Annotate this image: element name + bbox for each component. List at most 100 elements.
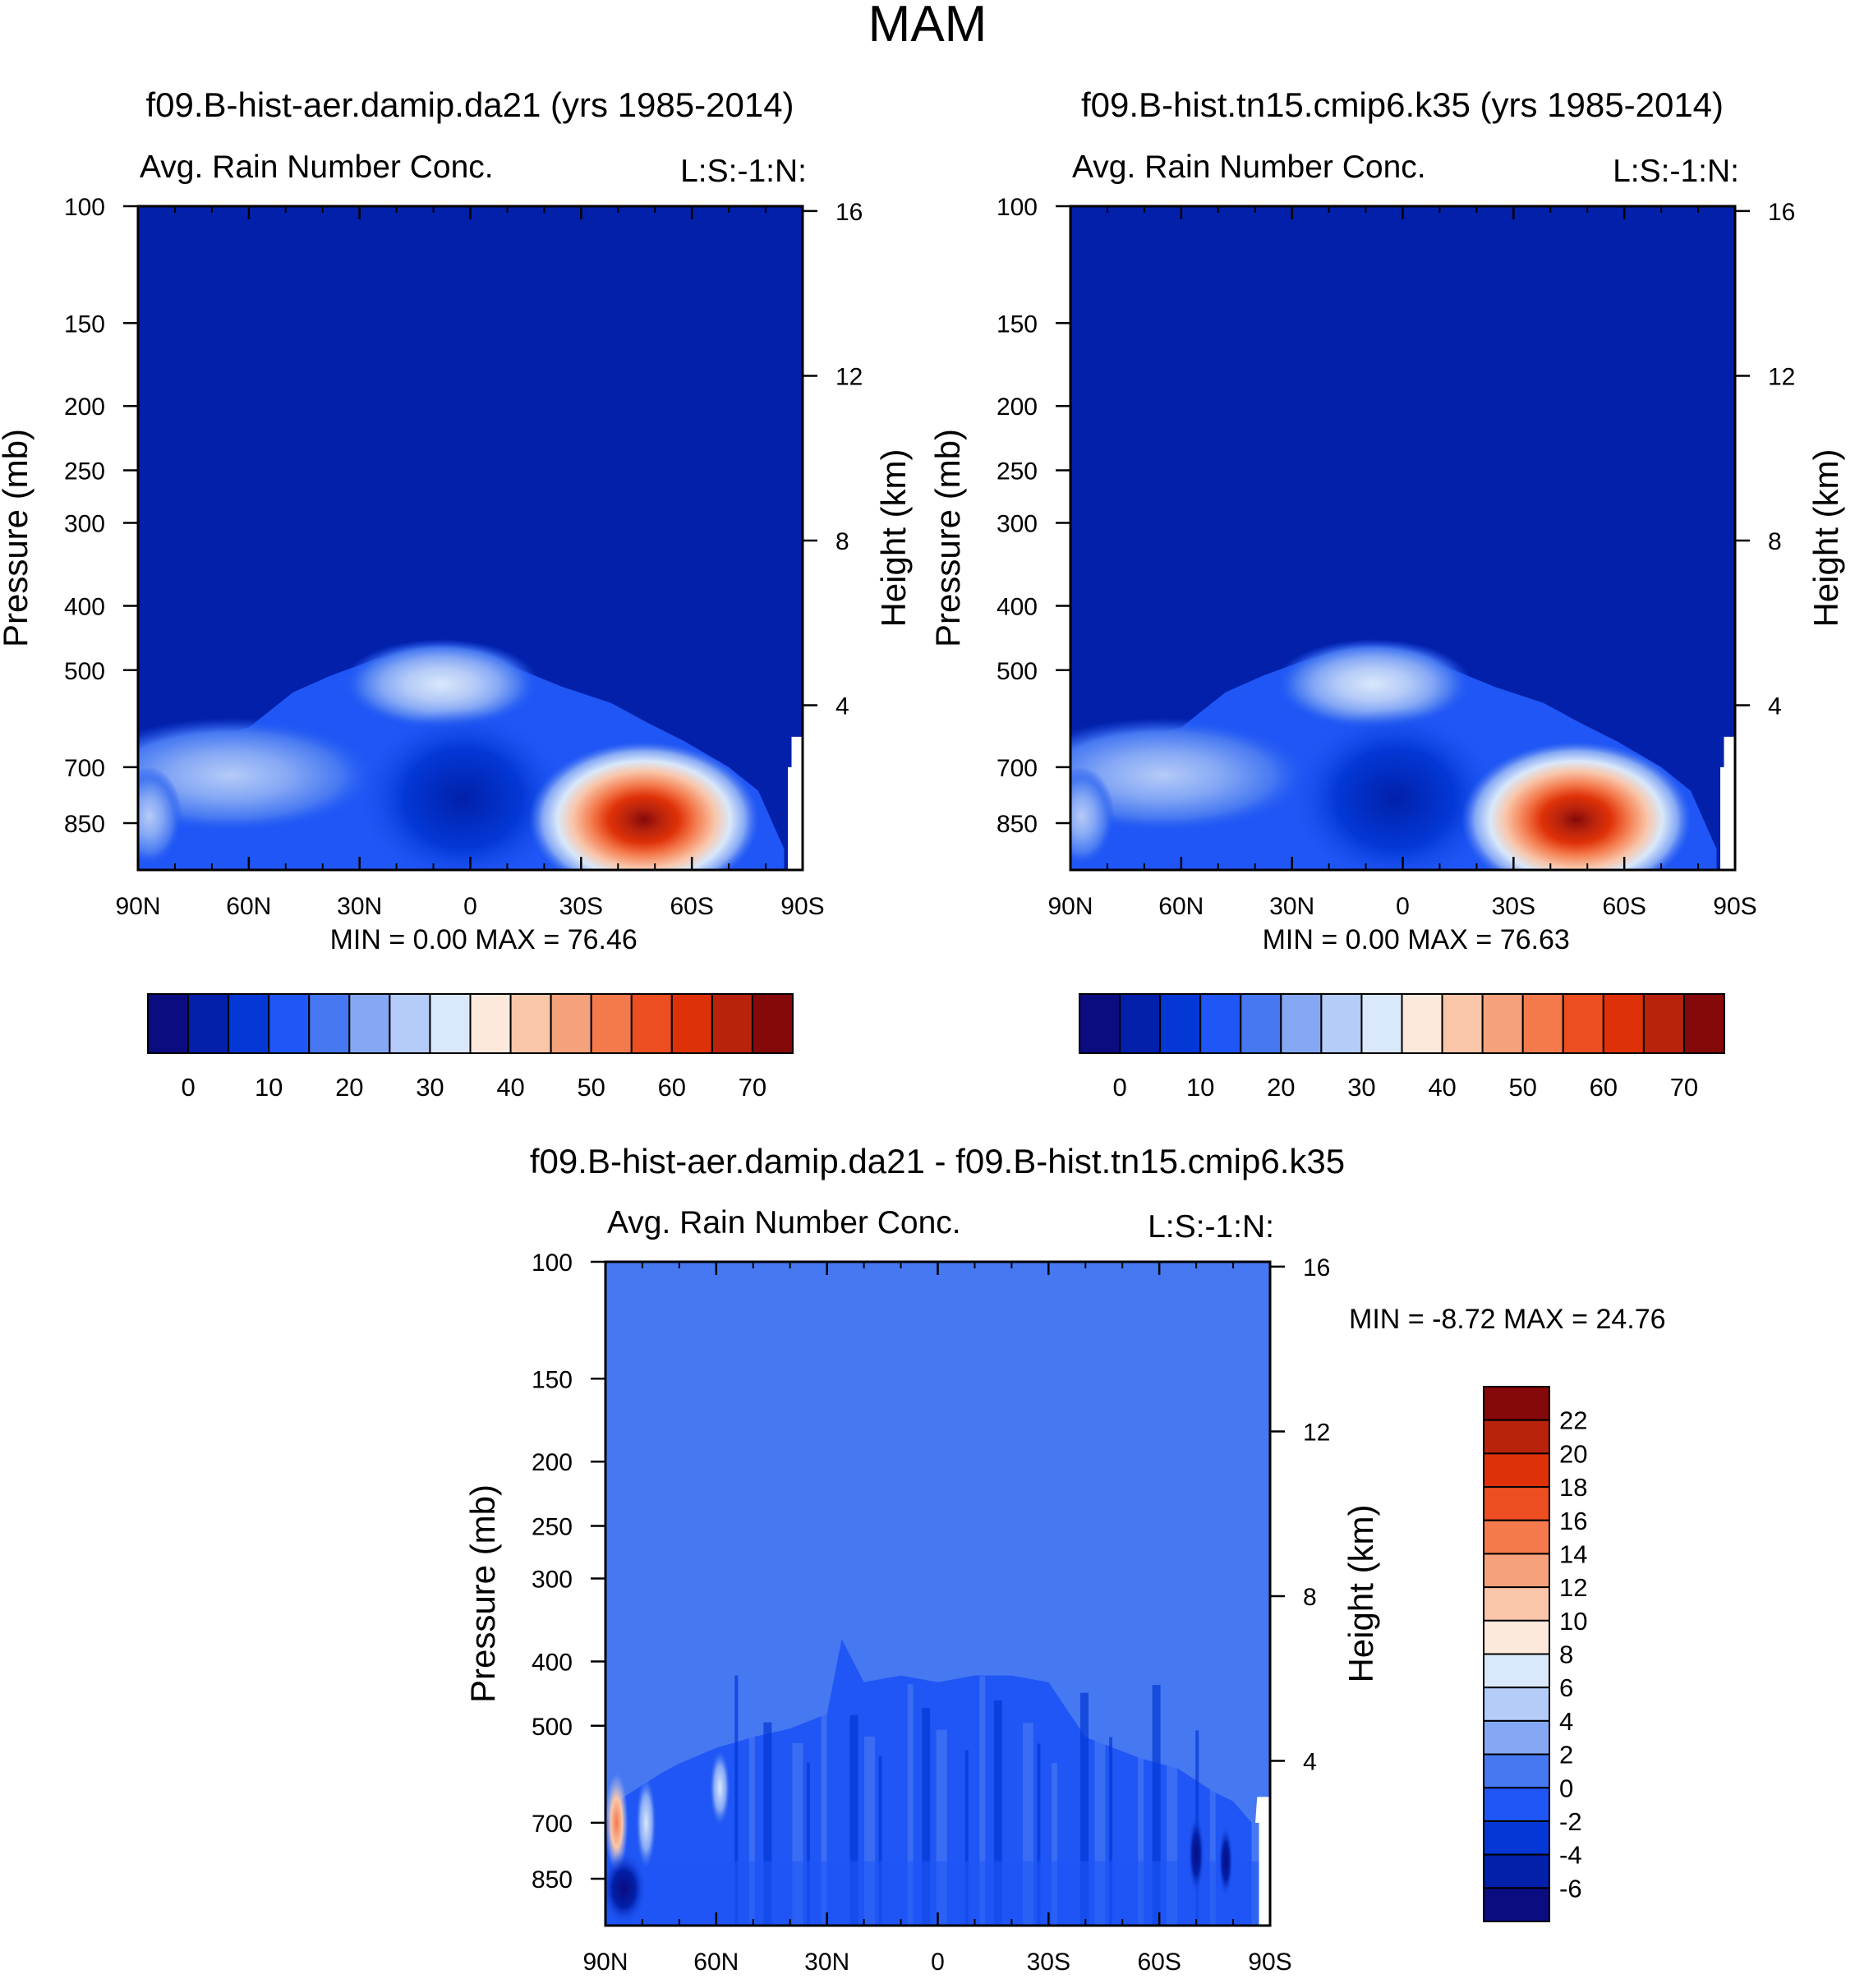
y2-tick-label: 12: [835, 363, 863, 390]
y-tick-label: 200: [997, 393, 1038, 421]
x-tick-label: 90S: [1713, 893, 1756, 920]
colorbar-label: 60: [1590, 1073, 1618, 1102]
colorbar-label: 10: [1559, 1607, 1587, 1636]
y-tick-label: 250: [532, 1514, 573, 1541]
x-tick-label: 30N: [337, 893, 382, 920]
contour-field: [138, 206, 803, 870]
colorbar-label: 30: [416, 1073, 444, 1102]
difference-streak: [993, 1700, 1002, 1926]
colorbar-box: [1483, 1386, 1550, 1421]
colorbar-box: [630, 993, 673, 1054]
colorbar-label: 2: [1559, 1741, 1573, 1769]
colorbar-box: [670, 993, 713, 1054]
difference-streak: [907, 1684, 914, 1926]
colorbar-label: 4: [1559, 1707, 1573, 1736]
colorbar-box: [1483, 1853, 1550, 1889]
colorbar-box: [751, 993, 794, 1054]
colorbar-label: -2: [1559, 1807, 1582, 1836]
y2-tick-label: 8: [1768, 528, 1782, 555]
min-max-stats: MIN = 0.00 MAX = 76.46: [330, 924, 638, 955]
difference-streak: [806, 1762, 810, 1926]
x-tick-label: 90N: [115, 893, 160, 920]
colorbar-box: [1483, 1653, 1550, 1689]
colorbar-label: 6: [1559, 1673, 1573, 1702]
colorbar-label: 50: [1508, 1073, 1536, 1102]
colorbar-label: 20: [335, 1073, 363, 1102]
difference-streak: [849, 1714, 858, 1926]
colorbar-box: [1483, 1519, 1550, 1555]
colorbar-label: 70: [1670, 1073, 1698, 1102]
colorbar-box: [1483, 1619, 1550, 1655]
y-tick-label: 400: [532, 1649, 573, 1676]
contour-field: [1070, 206, 1735, 870]
colorbar-box: [429, 993, 472, 1054]
y-tick-label: 200: [532, 1449, 573, 1476]
difference-streak: [922, 1708, 931, 1926]
colorbar-box: [1483, 1419, 1550, 1455]
colorbar-box: [1483, 1553, 1550, 1589]
colorbar-label: 16: [1559, 1507, 1587, 1535]
difference-streak: [748, 1700, 755, 1926]
negative-spot: [1188, 1812, 1205, 1895]
y-tick-label: 300: [64, 511, 105, 538]
panel-left-label: Avg. Rain Number Conc.: [140, 150, 494, 185]
difference-streak: [878, 1756, 882, 1926]
colorbar-box: [1483, 1787, 1550, 1822]
colorbar-label: 40: [1428, 1073, 1456, 1102]
y-tick-label: 150: [532, 1366, 573, 1393]
min-max-stats: MIN = -8.72 MAX = 24.76: [1349, 1304, 1666, 1335]
colorbar-box: [1483, 1753, 1550, 1789]
difference-streak: [1138, 1756, 1144, 1926]
difference-streak: [1152, 1685, 1161, 1926]
panel-right-label: L:S:-1:N:: [1148, 1209, 1274, 1245]
colorbar-box: [228, 993, 270, 1054]
y-tick-label: 250: [64, 458, 105, 485]
colorbar-box: [1483, 1586, 1550, 1622]
x-tick-label: 90N: [1047, 893, 1093, 920]
figure-title: MAM: [868, 0, 987, 53]
y2-tick-label: 12: [1303, 1419, 1330, 1446]
tropical-min: [356, 707, 570, 870]
colorbar-box: [1483, 1687, 1550, 1722]
colorbar-box: [1280, 993, 1323, 1054]
panel-1: f09.B-hist-aer.damip.da21 (yrs 1985-2014…: [0, 85, 913, 955]
colorbar-box: [1320, 993, 1363, 1054]
y-axis-label: Pressure (mb): [0, 429, 35, 647]
panel-right-label: L:S:-1:N:: [680, 154, 807, 189]
colorbar-label: 20: [1267, 1073, 1295, 1102]
y-tick-label: 850: [64, 811, 105, 838]
colorbar-box: [1642, 993, 1685, 1054]
colorbar-box: [1483, 1820, 1550, 1856]
colorbar-box: [1481, 993, 1524, 1054]
colorbar-label: 70: [739, 1073, 766, 1102]
colorbar-box: [308, 993, 351, 1054]
polar-band: [1070, 766, 1115, 866]
upper-max: [342, 638, 540, 729]
x-tick-label: 30S: [1027, 1949, 1070, 1976]
colorbar-label: 50: [577, 1073, 605, 1102]
colorbar-box: [1602, 993, 1645, 1054]
y2-tick-label: 12: [1768, 363, 1795, 390]
panel-2: f09.B-hist.tn15.cmip6.k35 (yrs 1985-2014…: [928, 85, 1845, 955]
y2-tick-label: 4: [1768, 693, 1782, 720]
y-tick-label: 100: [997, 194, 1038, 221]
colorbar-box: [389, 993, 431, 1054]
x-tick-label: 0: [931, 1949, 945, 1976]
sh-max: [1461, 741, 1692, 870]
colorbar-box: [187, 993, 230, 1054]
positive-spot: [636, 1777, 656, 1868]
colorbar-box: [1483, 1719, 1550, 1756]
difference-streak: [1209, 1751, 1216, 1926]
colorbar-label: 0: [1112, 1073, 1126, 1102]
y-tick-label: 250: [997, 458, 1038, 485]
colorbar-box: [1682, 993, 1725, 1054]
panel-title: f09.B-hist.tn15.cmip6.k35 (yrs 1985-2014…: [1081, 85, 1724, 124]
difference-streak: [1051, 1763, 1057, 1926]
y-tick-label: 150: [997, 311, 1038, 338]
colorbar-box: [147, 993, 190, 1054]
panel-3: f09.B-hist-aer.damip.da21 - f09.B-hist.t…: [463, 1142, 1666, 1976]
nh-midlat-band: [138, 717, 379, 833]
negative-spot: [1218, 1824, 1234, 1898]
x-tick-label: 60S: [1137, 1949, 1181, 1976]
